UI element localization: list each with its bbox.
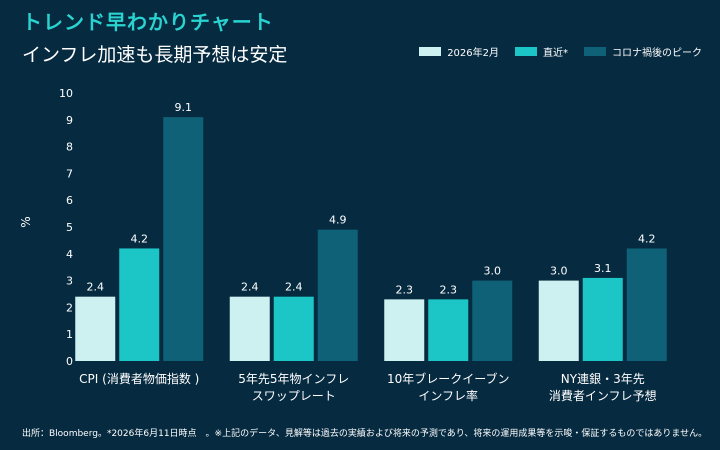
y-tick-label: 4 [66,248,73,261]
y-tick-label: 3 [66,275,73,288]
header-tag: トレンド早わかりチャート [22,10,274,34]
bar [273,296,314,361]
data-label: 4.2 [131,232,149,245]
bar [119,248,160,361]
legend-swatch-peak [584,47,606,56]
data-label: 3.1 [594,262,612,275]
y-tick-label: 7 [66,167,73,180]
bar [626,248,667,361]
data-label: 4.9 [329,214,347,227]
y-tick-label: 5 [66,221,73,234]
bar [428,299,469,361]
y-tick-label: 8 [66,141,73,154]
legend-label-feb: 2026年2月 [447,48,499,59]
y-tick-label: 0 [66,355,73,368]
legend: 2026年2月 直近* コロナ禍後のピーク [419,44,702,59]
y-tick-label: 9 [66,114,73,127]
legend-item-peak: コロナ禍後のピーク [584,44,702,59]
data-label: 2.4 [87,281,105,294]
legend-item-feb: 2026年2月 [419,44,499,59]
footnote: 出所：Bloomberg。*2026年6月11日時点 。※上記のデータ、見解等は… [22,429,708,439]
data-label: 3.0 [484,265,502,278]
legend-item-latest: 直近* [515,44,568,59]
data-label: 4.2 [638,232,656,245]
bar [317,229,358,361]
legend-label-latest: 直近* [543,48,568,59]
legend-swatch-feb [419,47,442,56]
bar [472,280,513,361]
x-tick-label: CPI (消費者物価指数 ) [79,371,199,386]
bar [384,299,425,361]
x-tick-label: 消費者インフレ予想 [549,388,657,403]
data-label: 9.1 [175,101,193,114]
y-tick-label: 10 [59,87,73,100]
x-tick-label: 10年ブレークイーブン [387,371,510,386]
x-tick-label: インフレ率 [418,388,478,403]
x-tick-label: NY連銀・3年先 [561,372,645,386]
data-label: 3.0 [550,265,568,278]
y-tick-label: 6 [66,194,73,207]
y-axis-label: % [19,216,33,227]
data-label: 2.3 [440,283,458,296]
legend-swatch-latest [515,47,537,56]
bar [538,280,579,361]
bar [75,296,116,361]
chart-title: インフレ加速も長期予想は安定 [22,44,288,66]
y-tick-label: 1 [66,328,73,341]
legend-label-peak: コロナ禍後のピーク [612,48,702,59]
data-label: 2.4 [285,281,303,294]
x-tick-label: スワップレート [252,389,336,403]
data-label: 2.4 [241,281,259,294]
bar [582,277,623,361]
bar [163,117,204,362]
y-tick-label: 2 [66,301,73,314]
data-label: 2.3 [396,283,414,296]
bar [229,296,270,361]
x-tick-label: 5年先5年物インフレ [238,372,349,386]
